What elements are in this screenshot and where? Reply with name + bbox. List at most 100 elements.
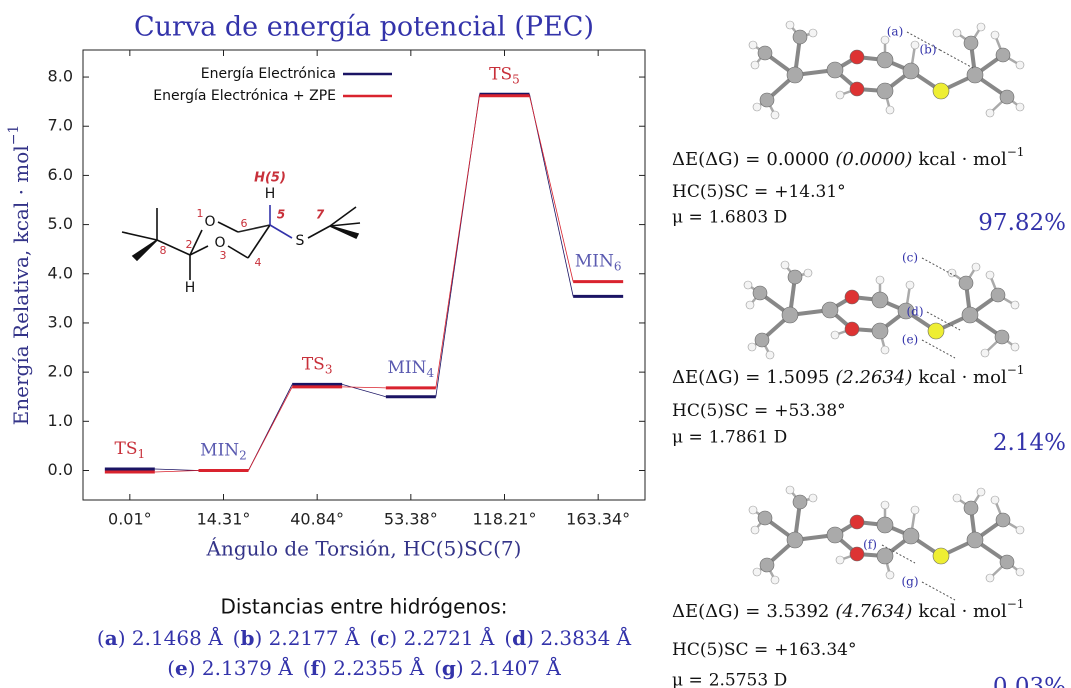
level-label-sub: 6 — [614, 259, 622, 273]
population: 0.03% — [993, 674, 1066, 688]
level-label-sub: 2 — [239, 448, 247, 462]
energy-unit-exp: −1 — [1007, 363, 1025, 377]
hydrogen — [885, 105, 895, 115]
y-tick-label: 1.0 — [48, 411, 73, 430]
dipole-value: 2.5753 D — [709, 670, 788, 688]
hydrogen — [952, 493, 962, 503]
angle-line: HC(5)SC = +163.34° — [672, 640, 856, 660]
atom — [871, 291, 889, 309]
distance-value: 2.2177 Å — [269, 625, 360, 650]
population: 97.82% — [978, 210, 1066, 236]
atom — [961, 306, 979, 324]
molecule — [748, 485, 1025, 585]
hydrogen — [1015, 525, 1025, 535]
distance-open: ( — [504, 626, 512, 650]
energy-line: ΔE(ΔG) = 3.5392 (4.7634) kcal · mol−1 — [672, 597, 1024, 623]
atom — [844, 289, 860, 305]
structure-label: 1 — [197, 207, 204, 220]
atom — [757, 45, 773, 61]
distance-value: 2.2355 Å — [333, 655, 424, 680]
distance-letter: g — [442, 656, 456, 680]
distance-value: 2.1379 Å — [202, 655, 293, 680]
hydrogen — [808, 28, 818, 38]
atom — [849, 81, 865, 97]
y-axis-label: Energía Relativa, kcal · mol−1 — [6, 125, 33, 426]
dipole-value: 1.6803 D — [709, 207, 788, 227]
distance-letter: f — [311, 656, 321, 680]
contact-tag: (f) — [863, 538, 877, 552]
atom — [902, 527, 920, 545]
distance-letter: b — [240, 626, 254, 650]
contact — [921, 581, 956, 601]
hydrogen — [885, 570, 895, 580]
legend-label: Energía Electrónica + ZPE — [153, 88, 336, 104]
contact-tag: (e) — [902, 333, 918, 347]
distance-close: ) — [118, 626, 132, 650]
hydrogen — [748, 505, 758, 515]
atom — [752, 285, 768, 301]
structure-label: O — [204, 214, 215, 230]
hydrogen — [747, 342, 757, 352]
hydrogen — [752, 567, 762, 577]
distance-value: 2.1407 Å — [470, 655, 561, 680]
free-energy-value: (2.2634) — [835, 367, 912, 388]
atom — [995, 47, 1011, 63]
energy-unit-exp: −1 — [1007, 597, 1025, 611]
dipole-lhs: μ = — [672, 427, 703, 447]
x-tick-label: 40.84° — [290, 510, 344, 529]
molecule — [743, 260, 1020, 360]
hydrogen — [880, 35, 890, 45]
distance-letter: a — [105, 626, 118, 650]
distance-letter: c — [377, 626, 389, 650]
atom — [963, 500, 979, 516]
distance-open: ( — [97, 626, 105, 650]
distance-letter: e — [175, 656, 188, 680]
connector — [154, 468, 199, 471]
distance-close: ) — [254, 626, 268, 650]
atom — [963, 35, 979, 51]
hydrogen — [835, 90, 845, 100]
level-label-text: TS — [302, 354, 325, 374]
hydrogen — [780, 260, 790, 270]
level-label-text: TS — [115, 439, 138, 459]
hydrogen — [1015, 567, 1025, 577]
level-label-text: MIN — [200, 440, 239, 460]
free-energy-value: (4.7634) — [835, 601, 912, 622]
y-axis-label-text: Energía Relativa, kcal · mol — [9, 145, 33, 425]
energy-value: 1.5095 — [766, 367, 829, 388]
structure-label: H(5) — [254, 171, 286, 186]
level-label-sub: 3 — [325, 362, 333, 376]
distances-title: Distancias entre hidrógenos: — [220, 595, 507, 619]
atom — [849, 514, 865, 530]
distance-letter: d — [512, 626, 526, 650]
hydrogen — [980, 348, 990, 358]
free-energy-value: (0.0000) — [835, 149, 912, 170]
y-tick-label: 8.0 — [48, 67, 73, 86]
atom — [958, 275, 974, 291]
hydrogen — [750, 525, 760, 535]
hydrogen — [976, 22, 986, 32]
contact — [939, 49, 974, 69]
connector — [342, 386, 386, 389]
atom — [999, 89, 1015, 105]
y-axis-label-exp: −1 — [6, 125, 22, 146]
structure — [121, 205, 361, 280]
atom — [994, 329, 1010, 345]
connector — [342, 384, 386, 398]
contact — [921, 339, 956, 359]
hydrogen — [985, 108, 995, 118]
atom — [849, 546, 865, 562]
atom — [792, 29, 808, 45]
hydrogen — [770, 575, 780, 585]
dipole-line: μ = 2.5753 D — [672, 670, 787, 688]
dipole-lhs: μ = — [672, 670, 703, 688]
hydrogen — [880, 345, 890, 355]
population: 2.14% — [993, 430, 1066, 456]
contact-tag: (a) — [887, 25, 904, 39]
dipole-lhs: μ = — [672, 207, 703, 227]
hydrogen — [770, 110, 780, 120]
y-tick-label: 5.0 — [48, 214, 73, 233]
atom — [990, 287, 1006, 303]
level-label-sub: 1 — [138, 447, 146, 461]
